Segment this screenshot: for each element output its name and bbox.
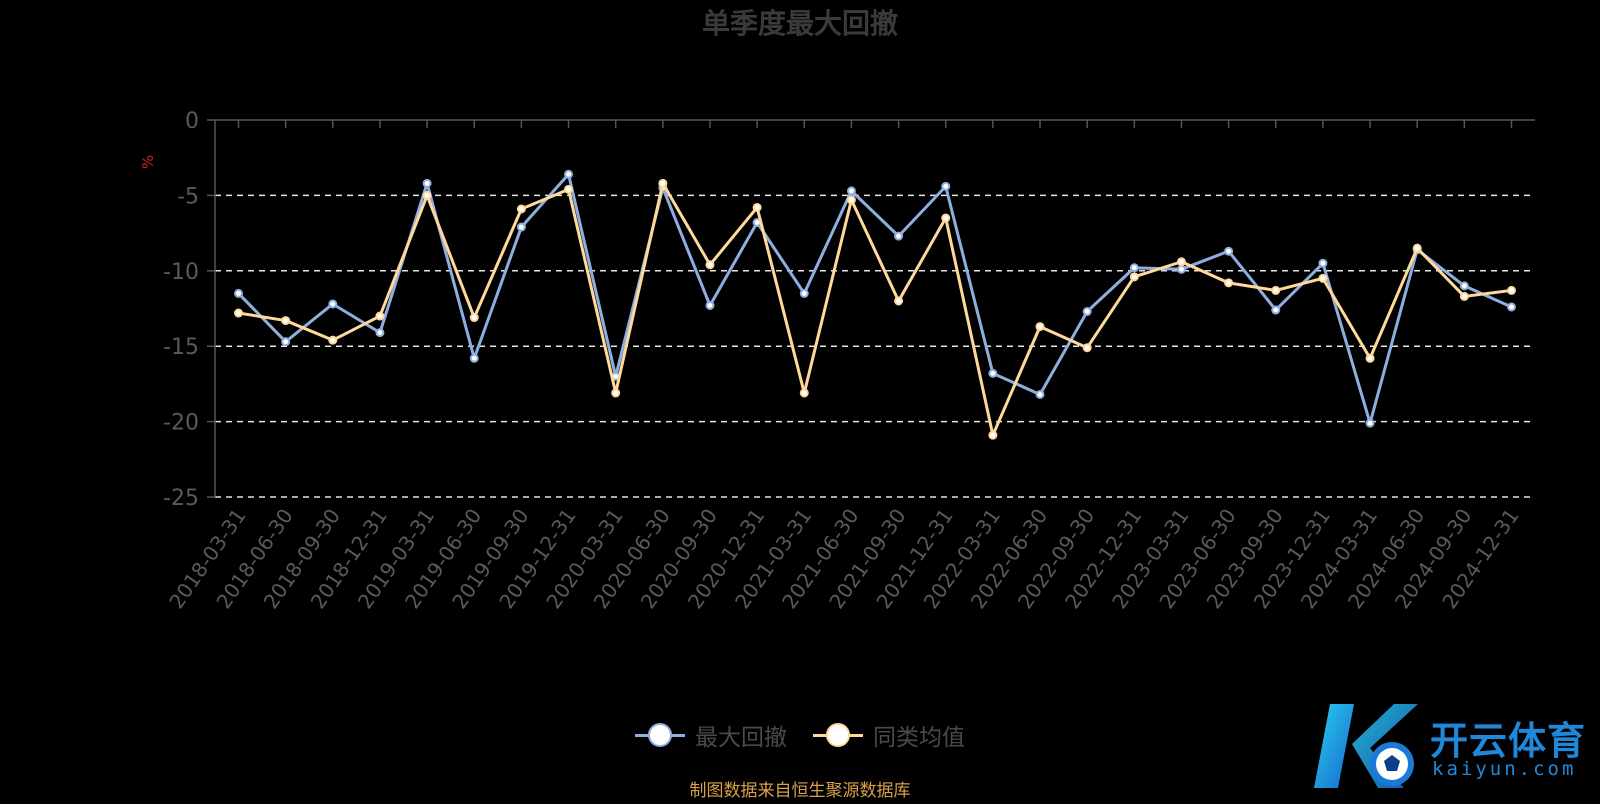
data-point (1129, 263, 1139, 273)
data-point (1176, 257, 1186, 267)
data-point (705, 260, 715, 270)
data-point (1224, 278, 1234, 288)
data-point (375, 311, 385, 321)
data-point (234, 288, 243, 298)
data-point (705, 300, 715, 310)
data-point (469, 353, 479, 363)
data-point (1318, 273, 1328, 283)
data-point (1507, 302, 1516, 312)
data-point (422, 190, 432, 200)
data-point (988, 430, 998, 440)
legend-marker-icon (813, 723, 863, 747)
data-point (375, 328, 385, 338)
y-tick-label: -5 (177, 184, 199, 209)
logo-subtext: kaiyun.com (1432, 758, 1577, 780)
data-point (611, 388, 621, 398)
y-tick-label: -20 (163, 411, 199, 436)
data-point (1459, 291, 1469, 301)
data-point (1507, 285, 1516, 295)
data-point (799, 288, 809, 298)
data-point (328, 299, 338, 309)
data-point (234, 308, 243, 318)
data-point (1365, 353, 1375, 363)
data-point (1318, 258, 1328, 268)
series-lines (234, 169, 1516, 440)
data-point (1176, 264, 1186, 274)
data-point (1365, 418, 1375, 428)
series-line-1 (237, 172, 1513, 425)
data-point (564, 184, 574, 194)
legend-marker-icon (635, 723, 685, 747)
data-point (1035, 389, 1045, 399)
series-line-2 (238, 181, 1512, 437)
data-point (846, 186, 856, 196)
legend-label: 同类均值 (873, 725, 965, 751)
data-point (846, 195, 856, 205)
data-point (658, 178, 668, 188)
data-point (422, 178, 432, 188)
data-point (564, 169, 574, 179)
y-tick-label: 0 (185, 109, 199, 134)
data-point (988, 368, 998, 378)
data-point (752, 202, 762, 212)
axes (207, 119, 1535, 498)
data-point (799, 388, 809, 398)
y-tick-label: -25 (163, 486, 199, 511)
data-point (1271, 285, 1281, 295)
data-point (1412, 243, 1422, 253)
grid-lines (215, 194, 1535, 498)
logo-mark-icon (1314, 704, 1418, 788)
legend-item-peer-average[interactable]: 同类均值 (813, 718, 965, 752)
source-note: 制图数据来自恒生聚源数据库 (689, 781, 911, 801)
legend-label: 最大回撤 (695, 725, 787, 751)
tick-labels: 0-5-10-15-20-252018-03-312018-06-302018-… (163, 109, 1524, 613)
data-point (1082, 343, 1092, 353)
data-point (328, 335, 338, 345)
y-tick-label: -15 (163, 335, 199, 360)
data-point (894, 231, 904, 241)
y-tick-label: -10 (163, 260, 199, 285)
data-point (1271, 305, 1281, 315)
data-point (516, 204, 526, 214)
data-point (941, 181, 951, 191)
legend-item-max-drawdown[interactable]: 最大回撤 (635, 718, 787, 752)
legend: 最大回撤 同类均值 (0, 718, 1600, 752)
data-point (941, 213, 951, 223)
data-point (1459, 281, 1469, 291)
data-point (281, 337, 291, 347)
watermark-logo: 开云体育 kaiyun.com (1308, 696, 1592, 800)
chart-title: 单季度最大回撤 (701, 7, 898, 40)
data-point (1129, 272, 1139, 282)
data-point (469, 313, 479, 323)
data-point (281, 316, 291, 326)
logo-text: 开云体育 (1430, 719, 1587, 763)
data-point (516, 222, 526, 232)
data-point (894, 296, 904, 306)
data-point (1035, 322, 1045, 332)
y-axis-label: % (139, 155, 157, 169)
data-point (1082, 307, 1092, 317)
data-point (1224, 246, 1234, 256)
